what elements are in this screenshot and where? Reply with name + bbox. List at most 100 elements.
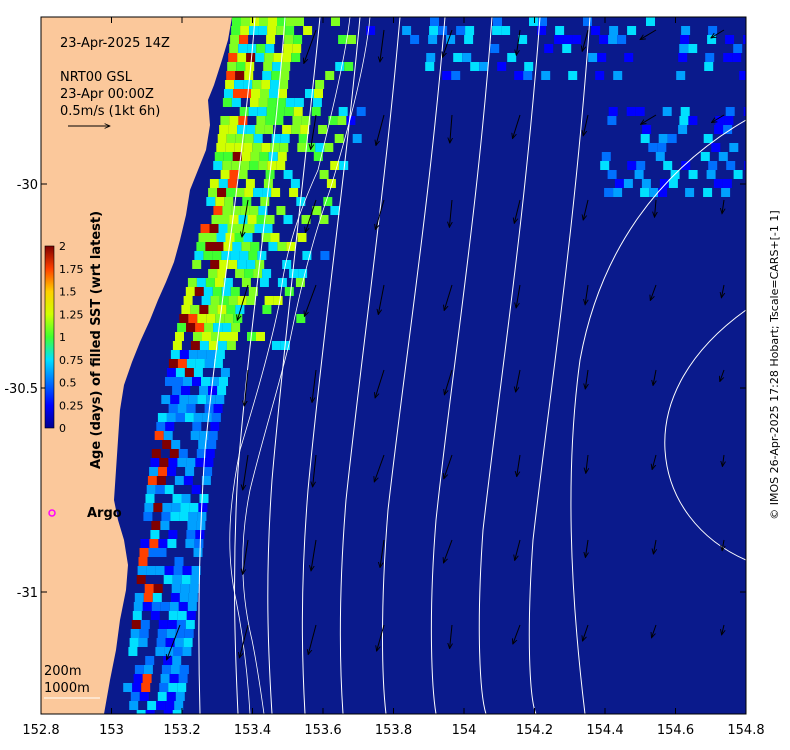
ssh-contour (570, 119, 746, 714)
sst-cell (219, 260, 229, 269)
sst-cell (446, 35, 456, 44)
sst-cell (225, 80, 235, 89)
sst-cell (189, 503, 199, 512)
sst-cell (133, 674, 143, 683)
sst-cell (614, 179, 624, 188)
current-vector (653, 539, 656, 554)
sst-cell (208, 269, 218, 278)
sst-cell (155, 647, 165, 656)
sst-cell (178, 602, 188, 611)
current-vector (444, 539, 453, 563)
sst-cell (174, 476, 184, 485)
sst-cell (267, 98, 277, 107)
sst-cell (222, 161, 232, 170)
sst-cell (193, 368, 203, 377)
sst-cell (725, 35, 735, 44)
sst-cell (685, 188, 695, 197)
colorbar-tick-label: 2 (59, 240, 66, 253)
sst-cell (256, 332, 265, 341)
sst-cell (252, 80, 262, 89)
sst-cell (161, 395, 171, 404)
sst-cell (195, 323, 205, 332)
sst-cell (285, 26, 295, 35)
current-vector (650, 284, 657, 301)
sst-cell (147, 476, 157, 485)
sst-cell (262, 71, 272, 80)
sst-cell (161, 512, 171, 521)
sst-cell (183, 377, 192, 386)
sst-cell (175, 413, 185, 422)
argo-marker[interactable] (48, 509, 56, 517)
sst-cell (258, 206, 268, 215)
sst-cell (179, 350, 189, 359)
current-vector (516, 369, 521, 392)
sst-cell (277, 242, 287, 251)
sst-cell (177, 359, 187, 368)
sst-cell (743, 35, 746, 44)
sst-cell (220, 170, 230, 179)
sst-cell (248, 287, 258, 296)
sst-cell (283, 170, 293, 179)
sst-cell (139, 692, 149, 701)
sst-cell (185, 620, 195, 629)
sst-cell (733, 44, 743, 53)
sst-cell (156, 476, 166, 485)
sst-cell (680, 107, 690, 116)
sst-cell (134, 665, 144, 674)
sst-cell (678, 125, 688, 134)
sst-cell (538, 17, 547, 26)
sst-cell (151, 449, 161, 458)
sst-cell (270, 233, 280, 242)
sst-cell (186, 359, 196, 368)
sst-cell (173, 647, 183, 656)
sst-cell (184, 413, 194, 422)
sst-cell (225, 233, 235, 242)
sst-cell (133, 602, 143, 611)
sst-cell (344, 62, 354, 71)
sst-cell (145, 656, 155, 665)
sst-cell (172, 494, 182, 503)
sst-cell (182, 647, 192, 656)
sst-cell (324, 143, 334, 152)
sst-cell (228, 53, 238, 62)
sst-cell (366, 26, 376, 35)
current-vector (583, 114, 589, 136)
sst-cell (281, 62, 291, 71)
current-vector (655, 199, 657, 217)
credit-text: © IMOS 26-Apr-2025 17:28 Hobart; Tscale=… (768, 210, 781, 519)
sst-cell (223, 152, 233, 161)
sst-cell (243, 80, 253, 89)
sst-cell (430, 17, 439, 26)
sst-cell (172, 386, 182, 395)
current-vector (722, 539, 724, 551)
sst-cell (739, 71, 746, 80)
sst-cell (251, 89, 260, 98)
sst-cell (212, 287, 222, 296)
sst-cell (708, 26, 718, 35)
current-vector (443, 29, 453, 57)
ssh-contour (478, 17, 541, 714)
sst-cell (259, 278, 269, 287)
sst-cell (249, 98, 259, 107)
sst-cell (246, 125, 256, 134)
sst-cell (168, 404, 178, 413)
sst-cell (255, 125, 265, 134)
sst-cell (208, 188, 218, 197)
sst-cell (681, 26, 691, 35)
sst-cell (428, 35, 438, 44)
colorbar-tick-label: 0.25 (59, 399, 84, 412)
colorbar-tick-label: 1.25 (59, 308, 84, 321)
sst-cell (707, 35, 717, 44)
sst-cell (283, 44, 293, 53)
sst-cell (640, 134, 650, 143)
sst-cell (167, 467, 177, 476)
sst-cell (210, 296, 220, 305)
sst-cell (236, 62, 246, 71)
sst-cell (190, 431, 200, 440)
sst-cell (261, 233, 271, 242)
sst-cell (144, 503, 154, 512)
sst-cell (199, 431, 209, 440)
sst-cell (724, 116, 734, 125)
sst-cell (244, 269, 254, 278)
current-vector (513, 114, 521, 139)
